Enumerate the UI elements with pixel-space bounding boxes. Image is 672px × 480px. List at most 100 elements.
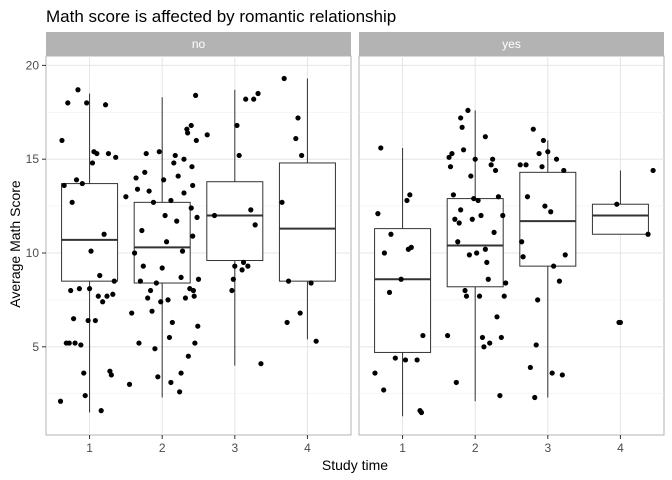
data-point xyxy=(89,160,96,166)
chart-title: Math score is affected by romantic relat… xyxy=(46,7,396,26)
data-point xyxy=(95,293,101,299)
data-point xyxy=(458,207,464,213)
data-point xyxy=(69,199,75,205)
data-point xyxy=(533,342,539,348)
data-point xyxy=(495,194,502,200)
data-point xyxy=(152,346,158,352)
data-point xyxy=(484,259,490,265)
data-point xyxy=(85,317,91,324)
data-point xyxy=(75,87,81,93)
y-tick-label: 15 xyxy=(26,152,40,166)
data-point xyxy=(617,319,624,326)
data-point xyxy=(293,135,299,142)
data-point xyxy=(459,124,465,130)
data-point xyxy=(284,319,290,326)
data-point xyxy=(478,212,484,219)
data-point xyxy=(408,244,414,250)
facet-panel-no: no 1 2 3 4 5 10 15 20 xyxy=(26,32,352,455)
data-point xyxy=(178,274,184,280)
data-point xyxy=(245,263,251,269)
data-point xyxy=(190,233,196,239)
data-point xyxy=(177,389,183,395)
data-point xyxy=(230,276,236,282)
data-point xyxy=(490,156,496,162)
data-point xyxy=(456,220,462,226)
data-point xyxy=(185,353,191,359)
data-point xyxy=(190,182,196,189)
data-point xyxy=(131,250,138,256)
data-point xyxy=(299,152,305,159)
data-point xyxy=(285,278,292,284)
data-point xyxy=(142,169,148,175)
data-point xyxy=(94,150,100,157)
data-point xyxy=(192,92,199,99)
data-point xyxy=(102,102,109,108)
data-point xyxy=(491,229,497,235)
data-point xyxy=(100,299,106,305)
data-point xyxy=(255,90,261,97)
x-tick-label: 1 xyxy=(86,441,93,455)
data-point xyxy=(181,156,187,162)
data-point xyxy=(540,137,547,144)
data-point xyxy=(146,188,152,194)
x-axis-title: Study time xyxy=(322,457,388,473)
x-tick-label: 2 xyxy=(159,441,166,455)
data-point xyxy=(475,197,481,204)
data-point xyxy=(181,190,187,196)
data-point xyxy=(104,293,110,299)
data-point xyxy=(414,357,420,363)
data-point xyxy=(455,239,461,245)
data-point xyxy=(545,149,551,155)
data-point xyxy=(536,150,542,157)
data-point xyxy=(614,201,620,207)
data-point xyxy=(407,192,413,198)
data-point xyxy=(76,286,83,292)
data-point xyxy=(105,150,112,157)
data-point xyxy=(494,314,500,320)
data-point xyxy=(229,287,235,294)
boxplot-yes-1 xyxy=(374,147,432,417)
facet-strip xyxy=(359,32,664,56)
data-point xyxy=(381,387,387,393)
data-point xyxy=(126,381,133,387)
data-point xyxy=(460,147,467,153)
data-point xyxy=(72,340,78,346)
box xyxy=(206,181,264,262)
data-point xyxy=(549,370,555,376)
boxplot-yes-4 xyxy=(591,170,649,235)
data-point xyxy=(466,252,472,258)
data-point xyxy=(61,182,67,189)
data-point xyxy=(189,164,195,170)
data-point xyxy=(472,156,478,162)
data-point xyxy=(561,167,567,174)
data-point xyxy=(70,316,77,322)
data-point xyxy=(232,263,238,269)
data-point xyxy=(527,364,533,371)
x-tick-label: 3 xyxy=(231,441,238,455)
data-point xyxy=(66,340,72,346)
data-point xyxy=(465,107,471,114)
data-point xyxy=(195,276,202,282)
data-point xyxy=(166,334,173,341)
data-point xyxy=(175,173,181,179)
data-point xyxy=(281,75,287,82)
data-point xyxy=(123,194,129,200)
data-point xyxy=(182,295,189,301)
data-point xyxy=(248,207,254,213)
data-point xyxy=(520,254,526,260)
data-point xyxy=(482,134,488,140)
data-point xyxy=(143,150,149,157)
x-tick-label: 4 xyxy=(304,441,311,455)
data-point xyxy=(562,252,568,258)
data-point xyxy=(78,342,84,348)
data-point xyxy=(462,287,468,294)
box xyxy=(61,183,119,282)
data-point xyxy=(476,293,483,299)
data-point xyxy=(535,297,541,303)
data-point xyxy=(84,100,90,106)
data-point xyxy=(650,167,656,174)
data-point xyxy=(204,132,210,138)
boxplot-no-1 xyxy=(61,93,119,413)
data-point xyxy=(192,340,198,346)
